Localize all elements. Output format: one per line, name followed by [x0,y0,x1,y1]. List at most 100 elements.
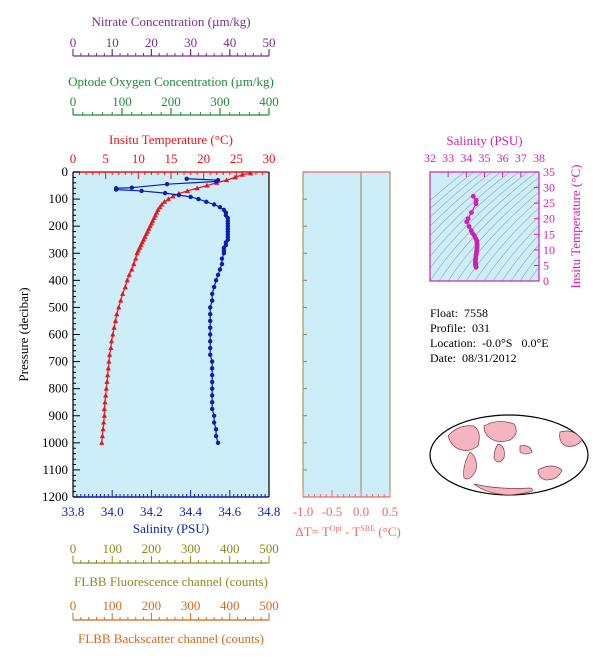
backscatter-tick-label: 500 [259,598,279,613]
salinity-point [219,256,225,261]
salinity-point [213,433,219,439]
salinity-point [217,205,223,210]
salinity-point [209,291,215,297]
salinity-point [139,188,144,194]
temperature-point [100,426,106,432]
temperature-tick-label: 30 [263,151,276,166]
nitrate-tick-label: 40 [223,35,236,50]
ts-x-tick-label: 32 [424,151,436,165]
nitrate-tick-label: 0 [70,35,77,50]
ts-point [473,201,479,207]
temperature-point [120,291,126,296]
temperature-point [108,338,115,344]
ts-isopycnal-line [430,172,502,237]
ts-point [473,197,479,203]
backscatter-tick-label: 100 [102,598,122,613]
temperature-point [248,170,254,176]
fluorescence-tick-label: 100 [102,541,122,556]
oxygen-tick-label: 300 [210,94,230,109]
temperature-point [99,440,105,445]
location-value: -0.0°S 0.0°E [481,336,549,350]
salinity-point [208,318,213,324]
pressure-tick-label: 300 [49,245,69,260]
ts-point [473,264,479,270]
ts-point [470,193,476,199]
backscatter-tick-label: 0 [70,598,77,613]
salinity-point [113,187,119,192]
salinity-tick-label: 33.8 [62,504,85,519]
salinity-point [208,352,213,358]
map-landmass [559,430,583,447]
temperature-point [161,198,168,204]
nitrate-tick-label: 50 [263,35,276,50]
ts-isopycnal-line [430,172,529,269]
temperature-point [124,277,130,283]
oxygen-tick-label: 200 [161,94,181,109]
salinity-point [204,199,209,204]
main-plot-area [73,172,269,497]
ts-isopycnal-line [483,215,539,281]
temperature-tick-label: 20 [197,151,210,166]
temperature-point [118,297,124,303]
temperature-point [114,311,120,317]
float-info: Float: 7558 Profile: 031 Location: -0.0°… [430,306,549,366]
fluorescence-axis-title: FLBB Fluorescence channel (counts) [74,574,268,589]
temperature-point [99,433,105,439]
salinity-point [208,345,213,351]
backscatter-tick-label: 200 [142,598,162,613]
salinity-point [211,420,217,425]
ts-point [466,224,472,229]
temperature-point [170,193,176,199]
pressure-tick-label: 200 [49,218,69,233]
temperature-point [106,358,112,364]
temperature-point [102,399,108,405]
nitrate-tick-label: 10 [106,35,119,50]
pressure-tick-label: 400 [49,272,69,287]
date-value: 08/31/2012 [462,351,517,365]
temperature-point [103,392,109,398]
pressure-tick-label: 700 [49,354,69,369]
oxygen-axis-title: Optode Oxygen Concentration (µm/kg) [68,74,274,89]
salinity-point [208,325,213,330]
ts-isopycnal-line [501,234,539,281]
pressure-tick-label: 800 [49,381,69,396]
temperature-point [116,304,122,310]
pressure-tick-label: 1200 [42,489,68,504]
salinity-point [209,372,215,378]
salinity-point [176,192,182,198]
map-landmass [493,443,505,463]
map-landmass [483,421,517,442]
salinity-point [209,298,215,303]
location-line: Location: -0.0°S 0.0°E [430,336,549,350]
ts-isopycnal-line [438,176,539,281]
ts-y-tick-label: 30 [543,181,555,195]
ts-x-tick-label: 37 [515,151,527,165]
temperature-tick-label: 10 [132,151,145,166]
ts-y-tick-label: 5 [543,258,549,272]
salinity-tick-label: 34.2 [140,504,163,519]
salinity-axis-title: Salinity (PSU) [133,521,209,536]
salinity-point [221,251,227,256]
ts-isopycnal-line [430,172,520,258]
delta-axis-title: ΔT= TOpt - TSBE (°C) [295,524,401,539]
salinity-point [208,311,213,317]
pressure-tick-label: 100 [49,191,69,206]
temperature-point [110,331,116,337]
temperature-point [129,266,135,272]
ts-isopycnal-line [430,172,484,218]
ts-y-axis-title: Insitu Temperature (°C) [568,165,583,289]
ts-point [464,219,470,225]
temperature-point [112,318,119,323]
salinity-point [209,366,215,371]
salinity-tick-label: 34.8 [258,504,281,519]
temperature-point [165,196,171,202]
delta-tick-label: 0.0 [353,504,369,519]
ts-y-tick-label: 0 [543,274,549,288]
ts-x-axis-title: Salinity (PSU) [446,133,522,148]
temperature-point [108,345,114,351]
fluorescence-tick-label: 400 [220,541,240,556]
delta-tick-label: -1.0 [293,504,314,519]
salinity-point [208,305,213,310]
ts-isopycnal-line [430,172,538,281]
